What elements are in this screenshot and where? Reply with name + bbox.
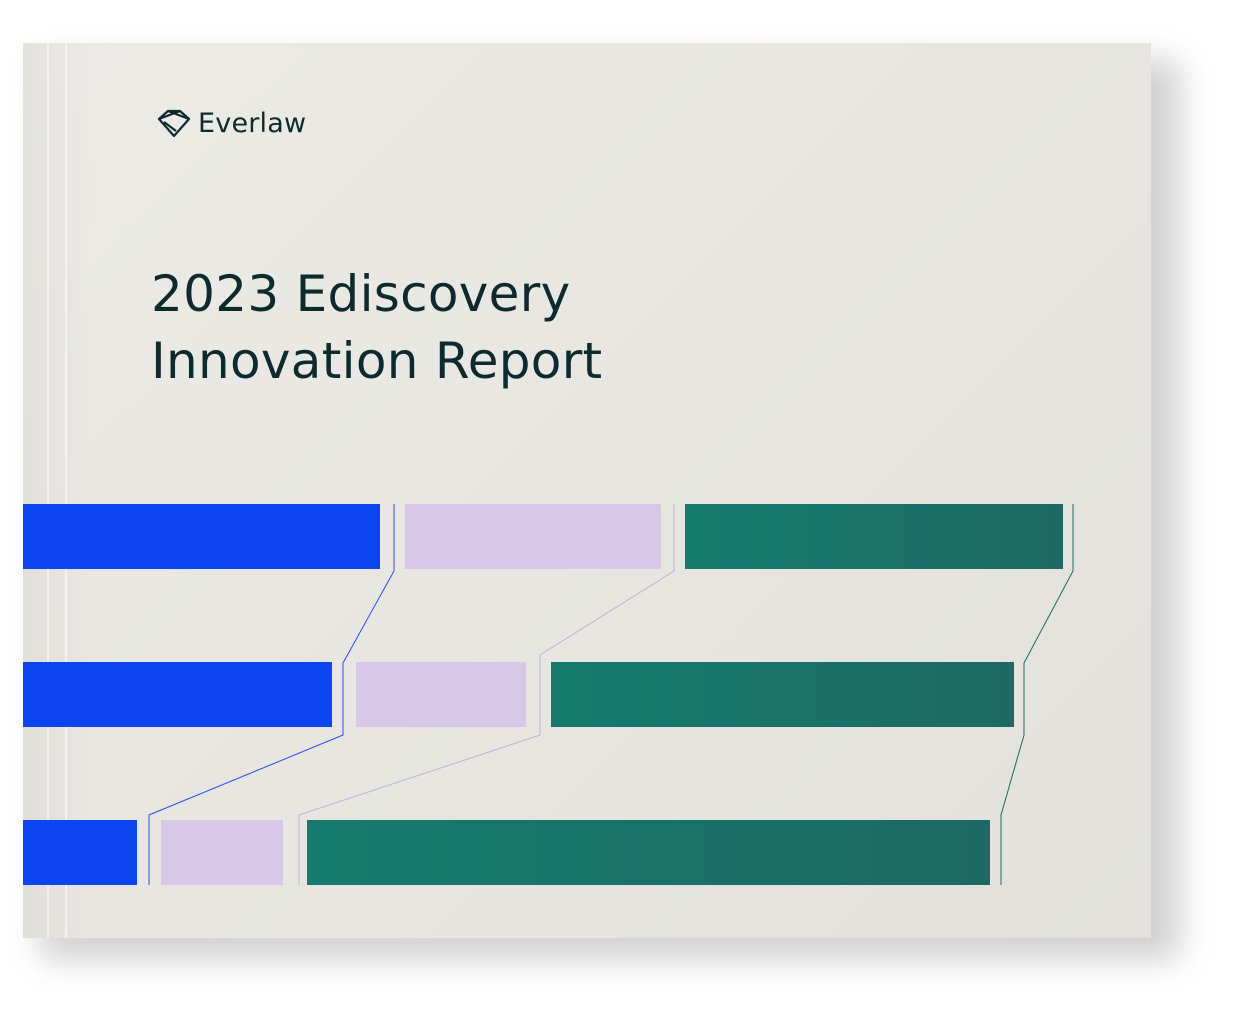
report-title-line-1: 2023 Ediscovery: [151, 265, 571, 323]
bar-blue-2: [23, 662, 332, 727]
bar-teal-1: [685, 504, 1063, 569]
report-cover: Everlaw 2023 Ediscovery Innovation Repor…: [23, 43, 1151, 938]
bar-blue-1: [23, 504, 380, 569]
bar-lavender-2: [356, 662, 526, 727]
connector-line-lavender: [298, 504, 675, 885]
report-title: 2023 Ediscovery Innovation Report: [151, 261, 602, 395]
bar-lavender-1: [405, 504, 661, 569]
spine-crease: [47, 43, 49, 938]
spine-shade: [23, 43, 93, 938]
brand-logo: Everlaw: [156, 103, 306, 143]
report-title-line-2: Innovation Report: [151, 332, 603, 390]
spine-crease: [65, 43, 67, 938]
cover-bar-graphic: [23, 504, 1074, 885]
connector-line-teal: [1000, 504, 1074, 885]
bar-blue-3: [23, 820, 137, 885]
everlaw-logo-icon: [157, 109, 191, 138]
brand-name: Everlaw: [198, 107, 307, 139]
connector-line-blue: [148, 504, 395, 885]
bar-teal-3: [307, 820, 990, 885]
bar-teal-2: [551, 662, 1014, 727]
bar-lavender-3: [161, 820, 283, 885]
